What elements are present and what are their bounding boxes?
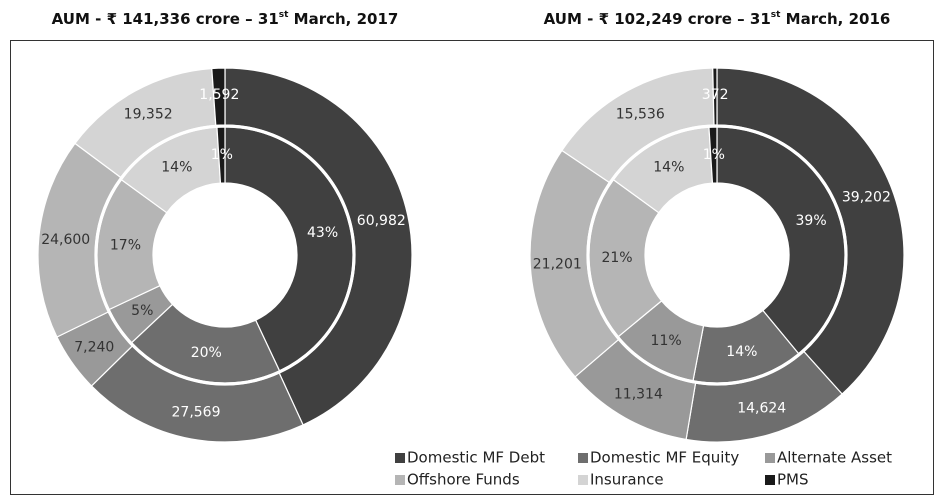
data-label: 14% bbox=[653, 159, 684, 175]
data-label: 21,201 bbox=[533, 256, 582, 272]
legend-label: Insurance bbox=[590, 471, 664, 489]
data-label: 5% bbox=[131, 303, 153, 319]
data-label: 15,536 bbox=[616, 107, 665, 123]
title-main: AUM - ₹ 141,336 crore – 31 bbox=[52, 10, 279, 28]
data-label: 60,982 bbox=[357, 213, 406, 229]
data-label: 14% bbox=[726, 344, 757, 360]
legend-label: Domestic MF Debt bbox=[407, 449, 545, 467]
data-label: 39,202 bbox=[842, 190, 891, 206]
title-end: March, 2017 bbox=[288, 10, 398, 28]
data-label: 39% bbox=[796, 213, 827, 229]
data-label: 43% bbox=[307, 225, 338, 241]
legend-swatch bbox=[765, 475, 775, 485]
data-label: 11,314 bbox=[614, 386, 663, 402]
data-label: 1% bbox=[211, 147, 233, 163]
data-label: 14% bbox=[161, 159, 192, 175]
legend-swatch bbox=[578, 475, 588, 485]
chart-title: AUM - ₹ 141,336 crore – 31st March, 2017 bbox=[52, 10, 399, 28]
data-label: 21% bbox=[601, 250, 632, 266]
ring-divider bbox=[586, 124, 848, 386]
data-label: 27,569 bbox=[172, 404, 221, 420]
chart-title: AUM - ₹ 102,249 crore – 31st March, 2016 bbox=[544, 10, 891, 28]
frame bbox=[10, 40, 934, 495]
data-label: 11% bbox=[651, 333, 682, 349]
title-main: AUM - ₹ 102,249 crore – 31 bbox=[544, 10, 771, 28]
title-sup: st bbox=[279, 10, 289, 20]
data-label: 7,240 bbox=[74, 339, 114, 355]
data-label: 17% bbox=[110, 238, 141, 254]
data-label: 19,352 bbox=[124, 107, 173, 123]
data-label: 372 bbox=[702, 87, 729, 103]
ring-divider bbox=[94, 124, 356, 386]
data-label: 20% bbox=[191, 345, 222, 361]
legend-swatch bbox=[765, 453, 775, 463]
title-end: March, 2016 bbox=[780, 10, 890, 28]
legend-label: Alternate Asset bbox=[777, 449, 892, 467]
data-label: 14,624 bbox=[737, 401, 786, 417]
legend-swatch bbox=[395, 475, 405, 485]
legend-swatch bbox=[578, 453, 588, 463]
data-label: 1,592 bbox=[199, 87, 239, 103]
data-label: 1% bbox=[703, 147, 725, 163]
title-sup: st bbox=[771, 10, 781, 20]
legend-label: Domestic MF Equity bbox=[590, 449, 739, 467]
legend-swatch bbox=[395, 453, 405, 463]
legend-label: Offshore Funds bbox=[407, 471, 520, 489]
legend-label: PMS bbox=[777, 471, 809, 489]
data-label: 24,600 bbox=[41, 232, 90, 248]
